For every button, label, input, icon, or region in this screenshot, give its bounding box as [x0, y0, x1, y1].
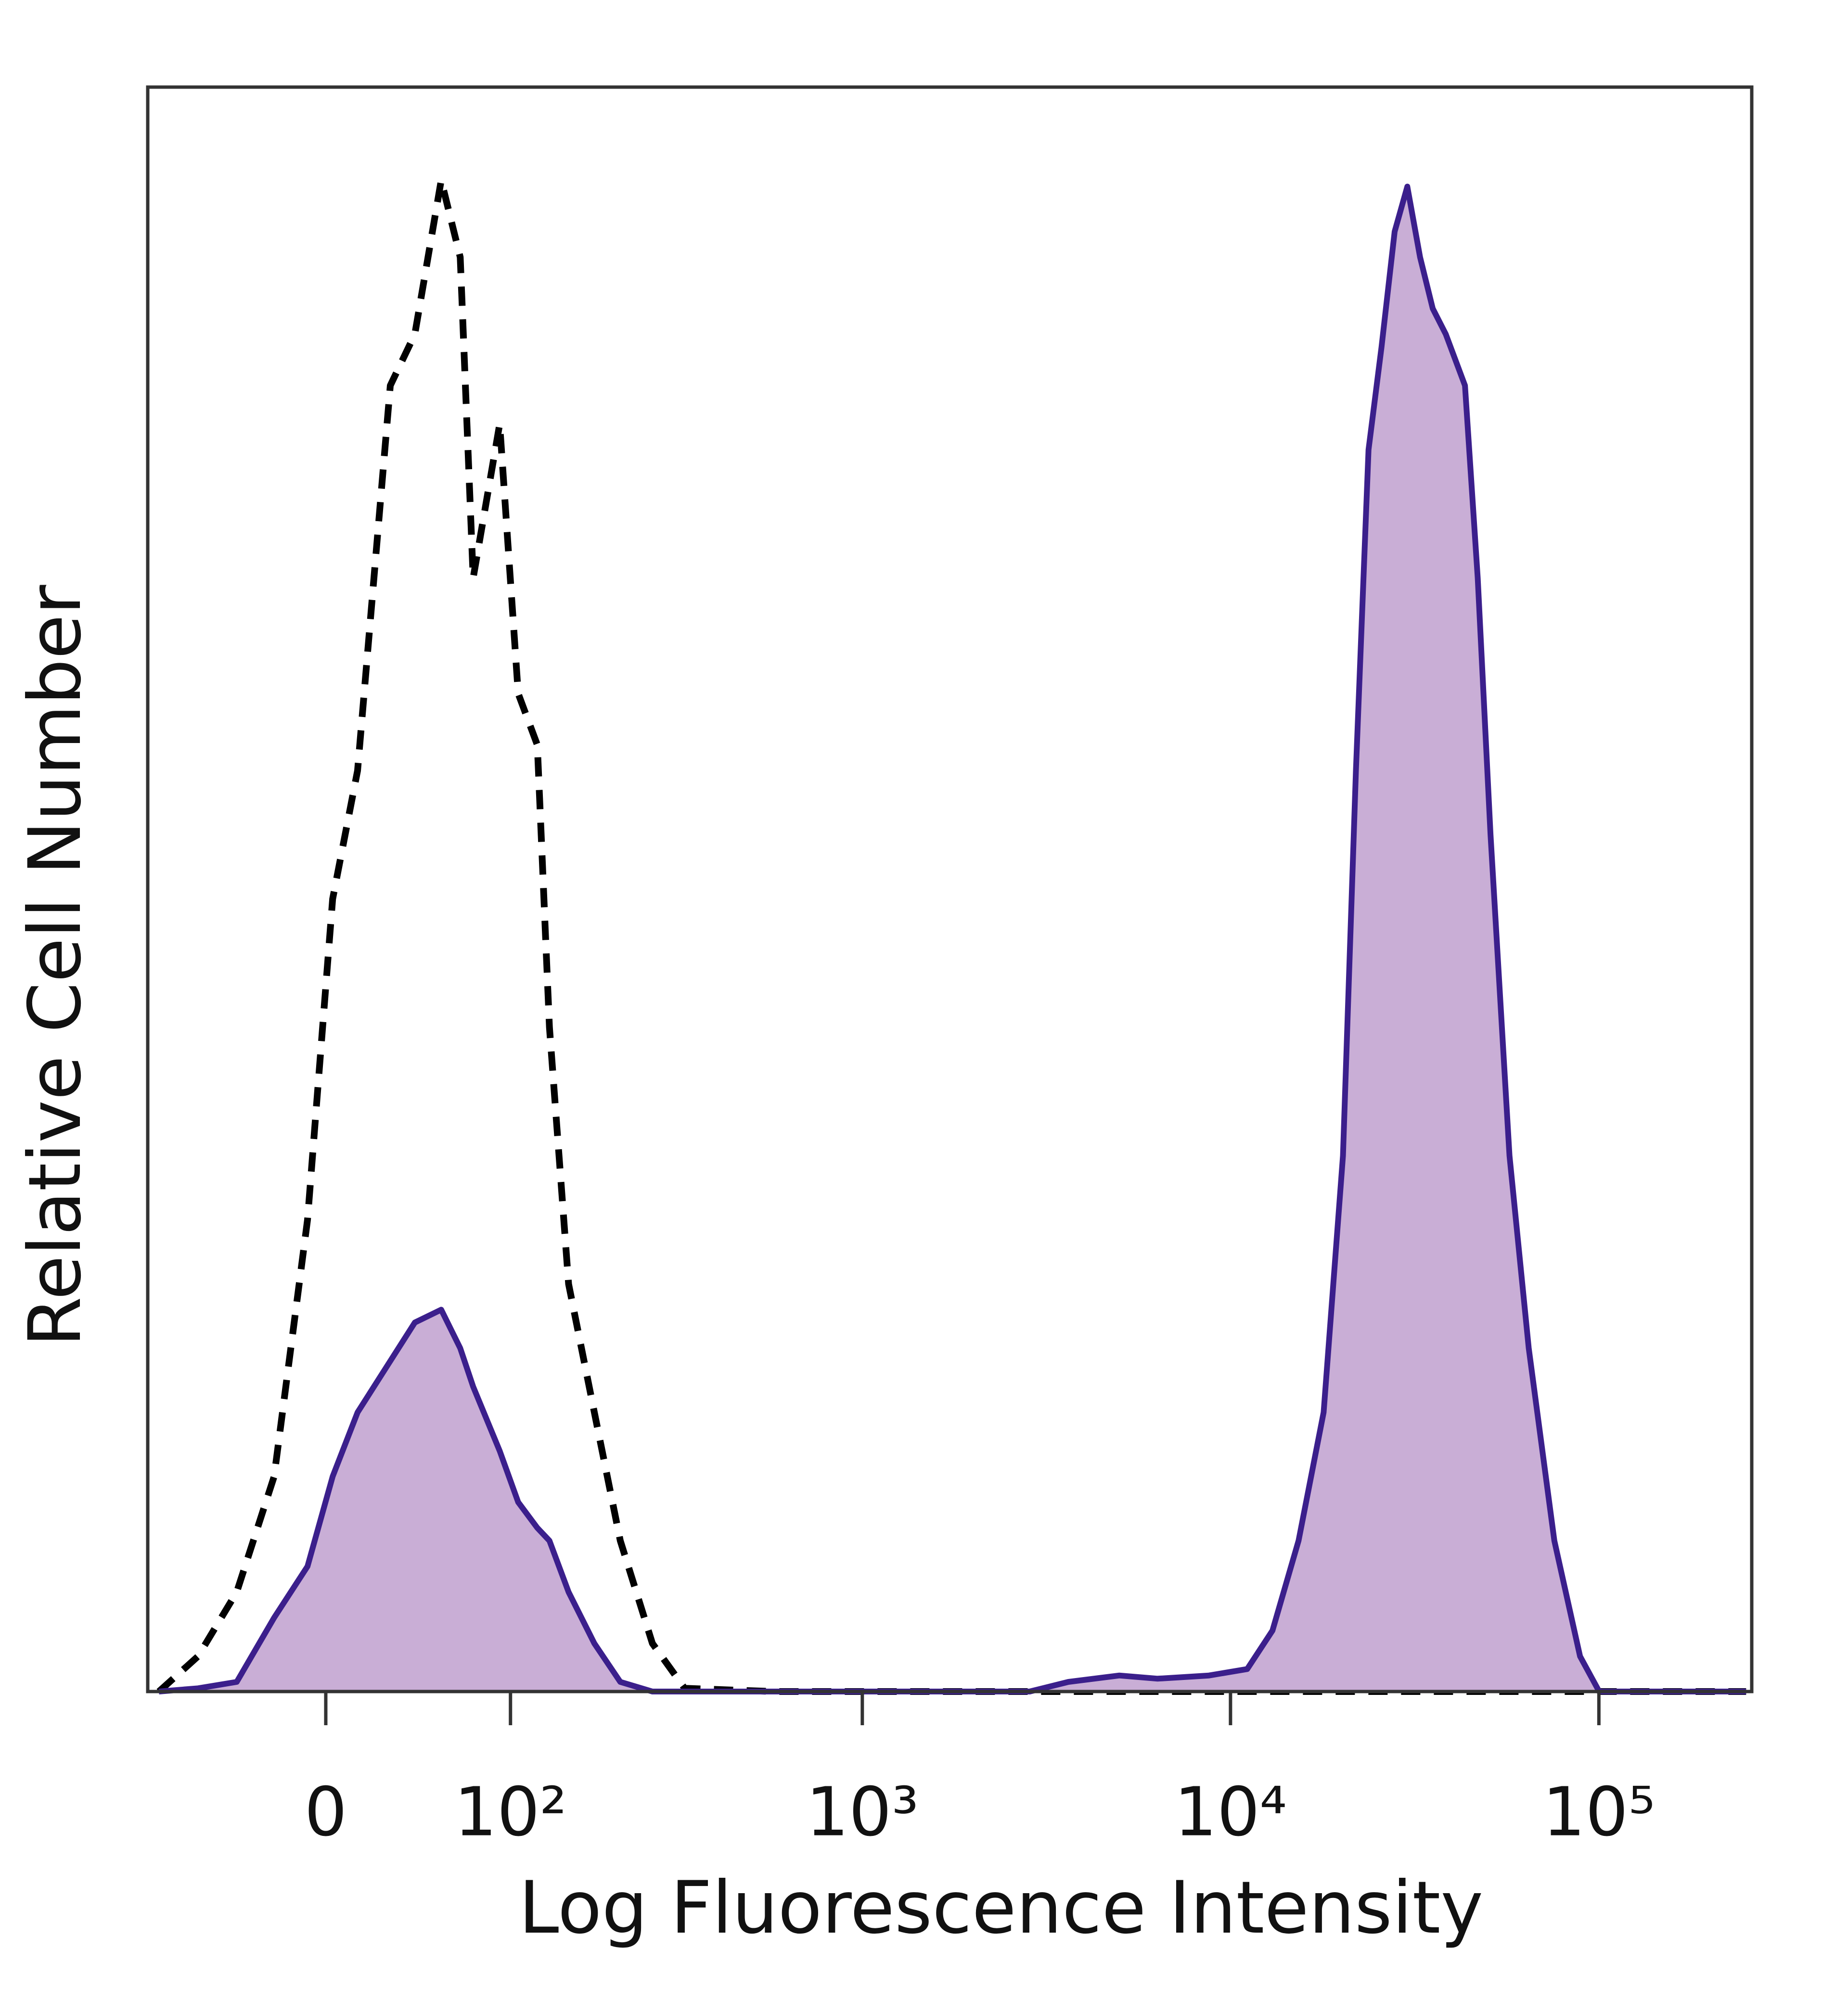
line	[158, 183, 1746, 1694]
x-axis-label: Log Fluorescence Intensity	[519, 1866, 1483, 1950]
y-axis-label: Relative Cell Number	[13, 585, 97, 1347]
x-tick-label: 10⁵	[1542, 1773, 1655, 1852]
area	[159, 186, 1746, 1692]
x-tick-label: 0	[304, 1773, 347, 1852]
plot-frame	[146, 85, 1754, 1693]
x-tick-label: 10⁴	[1174, 1773, 1287, 1852]
x-tick-label: 10²	[454, 1773, 567, 1852]
x-tick-label: 10³	[806, 1773, 919, 1852]
